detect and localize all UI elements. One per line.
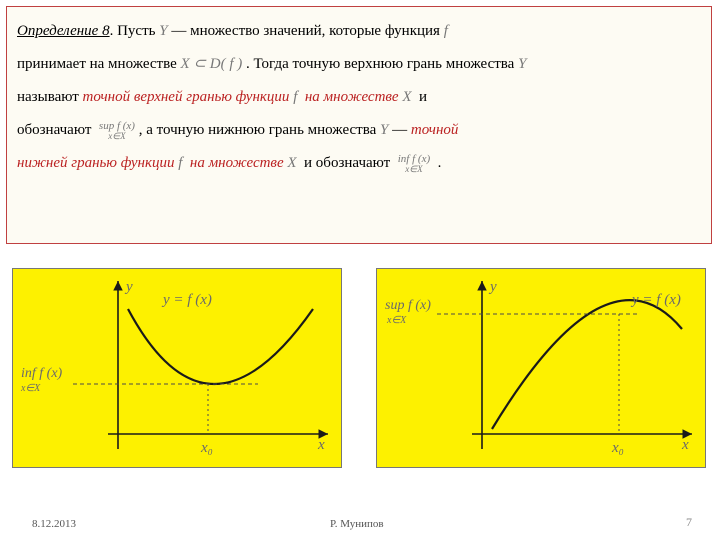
t4a: обозначают <box>17 122 91 138</box>
sym-Y3: Y <box>380 122 388 138</box>
sym-X: X <box>402 89 411 105</box>
inf-notation: inf f (x) x∈X <box>398 153 430 175</box>
fn-label-r: y = f (x) <box>630 292 681 308</box>
def-line-3: называют точной верхней гранью функции f… <box>17 81 701 114</box>
footer-date: 8.12.2013 <box>32 518 76 530</box>
inf-fx: f (x) <box>412 153 430 165</box>
def-line-1: Определение 8. Пусть Y — множество значе… <box>17 15 701 48</box>
sym-Y: Y <box>159 23 167 39</box>
footer-page: 7 <box>686 515 692 530</box>
y-axis-label: y <box>124 279 133 295</box>
chart-sup-svg: y x y = f (x) x₀ sup f (x) x∈X <box>377 269 707 469</box>
t3b: и <box>419 89 427 105</box>
sym-f3: f <box>178 155 182 171</box>
def-line-4: обозначают sup f (x) x∈X , а точную нижн… <box>17 114 701 147</box>
sup-sub: x∈X <box>386 315 407 326</box>
chart-inf-svg: y x y = f (x) x₀ inf f (x) x∈X <box>13 269 343 469</box>
sym-XinD: X ⊂ D( f ) <box>181 56 243 72</box>
x0-label: x₀ <box>200 440 213 456</box>
def-line-2: принимает на множестве X ⊂ D( f ) . Тогд… <box>17 48 701 81</box>
inf-sub: x∈X <box>20 383 41 394</box>
t2a: принимает на множестве <box>17 56 177 72</box>
red1: точной верхней гранью функции <box>83 89 290 105</box>
inf-top: inf f (x) <box>21 366 63 381</box>
t3a: называют <box>17 89 83 105</box>
inf-label: inf <box>398 153 410 165</box>
red4: нижней гранью функции <box>17 155 174 171</box>
footer-author: Р. Мунипов <box>330 518 384 530</box>
chart-sup: y x y = f (x) x₀ sup f (x) x∈X <box>376 268 706 468</box>
t1a: . Пусть <box>110 23 156 39</box>
sup-notation: sup f (x) x∈X <box>99 120 135 142</box>
sym-Y2: Y <box>518 56 526 72</box>
sup-fx: f (x) <box>117 120 135 132</box>
fn-label: y = f (x) <box>161 292 212 308</box>
t5b: . <box>438 155 442 171</box>
sym-f2: f <box>293 89 297 105</box>
red3: точной <box>411 122 459 138</box>
x-axis-label: x <box>317 437 325 453</box>
t5a: и обозначают <box>304 155 390 171</box>
chart-inf: y x y = f (x) x₀ inf f (x) x∈X <box>12 268 342 468</box>
red5: на множестве <box>190 155 284 171</box>
t4c: — <box>392 122 411 138</box>
t4b: , а точную нижнюю грань множества <box>139 122 377 138</box>
inf-sub: x∈X <box>398 165 430 175</box>
t1b: — множество значений, которые функция <box>171 23 440 39</box>
definition-box: Определение 8. Пусть Y — множество значе… <box>6 6 712 244</box>
t2b: . Тогда точную верхнюю грань множества <box>246 56 514 72</box>
sup-top: sup f (x) <box>385 298 431 313</box>
red2: на множестве <box>305 89 399 105</box>
sym-f: f <box>444 23 448 39</box>
def-line-5: нижней гранью функции f на множестве X и… <box>17 147 701 180</box>
y-axis-label-r: y <box>488 279 497 295</box>
sup-sub: x∈X <box>99 132 135 142</box>
sup-label: sup <box>99 120 114 132</box>
definition-title: Определение 8 <box>17 23 110 39</box>
sym-X2: X <box>287 155 296 171</box>
x0-label-r: x₀ <box>611 440 624 456</box>
x-axis-label-r: x <box>681 437 689 453</box>
